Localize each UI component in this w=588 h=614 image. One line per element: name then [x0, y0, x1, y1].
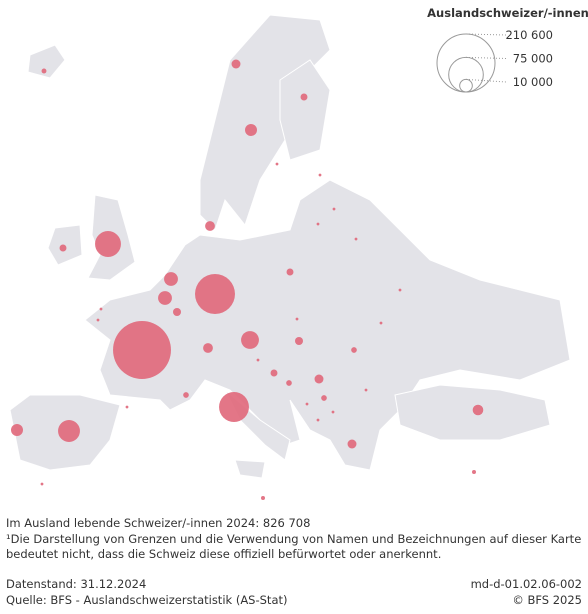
bubble: [286, 268, 294, 276]
bubble: [205, 221, 215, 231]
legend-label: 10 000: [513, 75, 553, 89]
bubble: [314, 374, 324, 384]
note-line: ¹Die Darstellung von Grenzen und die Ver…: [6, 532, 581, 546]
bubble: [300, 93, 308, 101]
status: Datenstand: 31.12.2024: [6, 577, 146, 591]
total: Im Ausland lebende Schweizer/-innen 2024…: [6, 516, 310, 530]
bubble: [256, 358, 260, 362]
bubble: [316, 418, 320, 422]
copyright: © BFS 2025: [512, 593, 582, 607]
legend-title: Auslandschweizer/-innen: [427, 6, 588, 20]
legend-circle: [448, 56, 484, 93]
bubble: [275, 162, 279, 166]
bubble: [203, 343, 213, 353]
bubble: [332, 207, 336, 211]
bubble: [219, 392, 249, 422]
source: Quelle: BFS - Auslandschweizerstatistik …: [6, 593, 288, 607]
bubble: [125, 405, 129, 409]
bubble: [354, 237, 358, 241]
bubble: [95, 231, 121, 257]
bubble: [270, 369, 278, 377]
bubble: [321, 395, 327, 401]
bubble: [96, 318, 100, 322]
bubble: [241, 331, 259, 349]
bubble: [472, 470, 476, 474]
bubble: [379, 321, 383, 325]
bubble: [331, 410, 335, 414]
legend-leader: [465, 78, 507, 83]
bubble: [11, 424, 23, 436]
bubble: [59, 244, 67, 252]
bubble: [173, 308, 181, 316]
legend-circle: [436, 33, 496, 93]
legend-circle: [459, 78, 473, 93]
bubble: [286, 380, 292, 386]
bubble: [364, 388, 368, 392]
bubble: [164, 272, 178, 286]
bubble: [40, 482, 44, 486]
bubble: [41, 68, 47, 74]
legend-label: 210 600: [505, 28, 553, 42]
bubble: [398, 288, 402, 292]
bubble: [245, 124, 257, 136]
note-line: bedeutet nicht, dass die Schweiz diese o…: [6, 547, 441, 561]
bubble: [472, 404, 484, 416]
bubble: [261, 496, 265, 500]
bubble: [99, 307, 103, 311]
bubble: [347, 439, 357, 449]
bubble: [195, 274, 235, 314]
bubble: [351, 347, 357, 353]
bubble: [183, 392, 189, 398]
bubble: [158, 291, 172, 305]
legend-leader: [465, 56, 507, 59]
legend-label: 75 000: [513, 52, 553, 66]
bubble: [318, 173, 322, 177]
bubble: [305, 402, 309, 406]
bubble: [295, 317, 299, 321]
chart-id: md-d-01.02.06-002: [471, 577, 582, 591]
bubble: [113, 321, 171, 379]
bubble: [231, 59, 241, 69]
bubble: [316, 222, 320, 226]
legend-leader: [465, 33, 507, 36]
bubble: [58, 420, 80, 442]
bubble: [295, 337, 303, 345]
